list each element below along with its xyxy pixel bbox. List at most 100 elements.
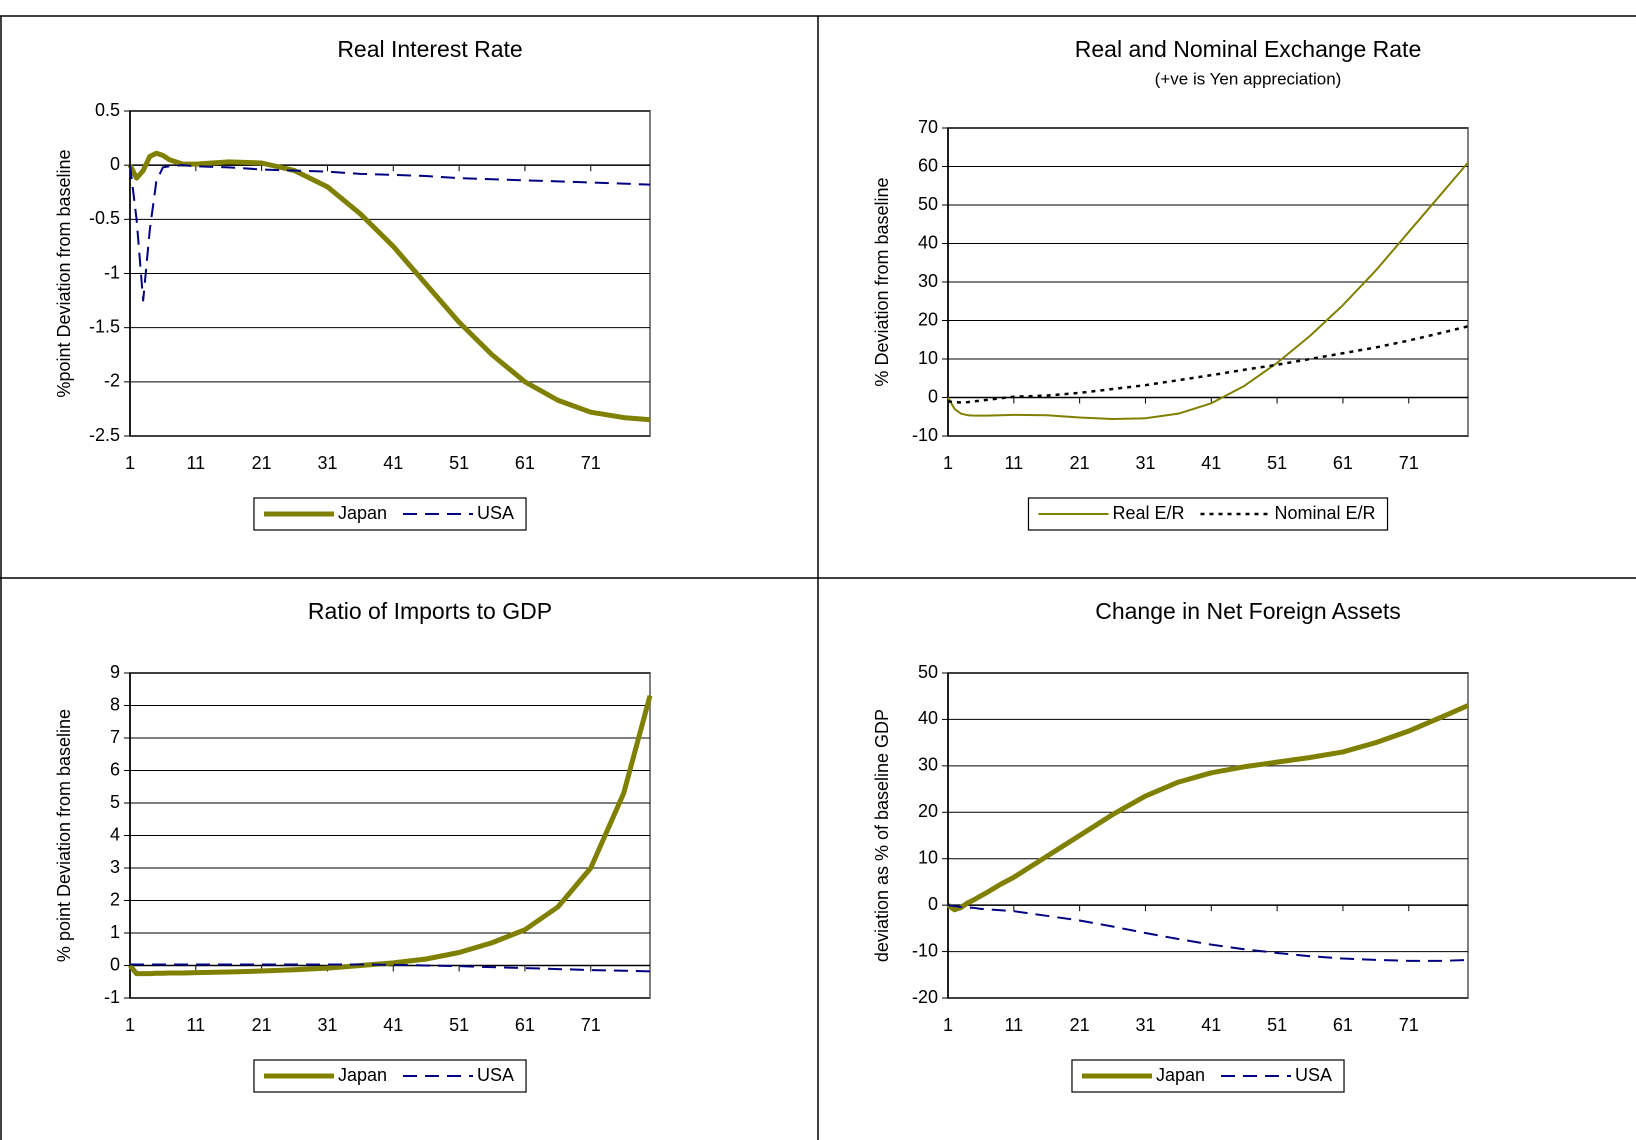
x-tick-label: 61 [1333,453,1353,473]
y-tick-label: 20 [918,309,938,329]
chart-title: Real Interest Rate [337,36,522,62]
y-tick-label: 0.5 [95,100,120,120]
y-tick-label: 5 [110,792,120,812]
y-axis-label: % point Deviation from baseline [54,709,74,962]
y-tick-label: 9 [110,662,120,682]
y-tick-label: -0.5 [89,208,120,228]
chart-title: Real and Nominal Exchange Rate [1075,36,1421,62]
y-tick-label: 40 [918,708,938,728]
y-tick-label: 30 [918,271,938,291]
x-tick-label: 21 [1070,453,1090,473]
legend: Japan USA [253,497,527,531]
y-tick-label: 70 [918,117,938,137]
x-tick-label: 51 [1267,1015,1287,1035]
legend-label: USA [1295,1065,1332,1085]
y-tick-label: 2 [110,889,120,909]
y-tick-label: -2.5 [89,425,120,445]
x-tick-label: 11 [186,1015,205,1035]
y-tick-label: 4 [110,824,120,844]
x-tick-label: 11 [1004,1015,1023,1035]
chart: Real Interest Rate-2.5-2-1.5-1-0.500.51 1… [54,36,651,531]
y-tick-label: 1 [110,922,120,942]
y-tick-label: -1 [104,987,120,1007]
y-tick-label: 0 [928,894,938,914]
series-line [947,325,1469,404]
y-axis-label: deviation as % of baseline GDP [872,709,892,962]
chart: Change in Net Foreign Assets -20 -10 0 10 20 3… [872,598,1470,1093]
x-tick-label: 61 [515,1015,535,1035]
chart-title: Change in Net Foreign Assets [1095,598,1401,624]
y-tick-label: 0 [110,154,120,174]
x-tick-label: 71 [581,453,601,473]
y-tick-label: 10 [918,847,938,867]
x-tick-label: 1 [125,453,135,473]
legend: Japan USA [253,1059,527,1093]
x-tick-label: 1 [943,453,953,473]
x-tick-label: 51 [449,453,469,473]
x-tick-label: 11 [186,453,205,473]
x-tick-label: 71 [1399,453,1419,473]
y-axis-label: %point Deviation from baseline [54,149,74,397]
y-tick-label: 60 [918,155,938,175]
x-tick-label: 41 [1201,453,1221,473]
x-tick-label: 41 [1201,1015,1221,1035]
series-line [130,963,651,973]
y-tick-label: 0 [110,954,120,974]
x-tick-label: 1 [125,1015,135,1035]
y-tick-label: -1.5 [89,316,120,336]
legend: Japan USA [1071,1059,1345,1093]
x-tick-label: 1 [943,1015,953,1035]
chart: Real and Nominal Exchange Rate (+ve is Ye… [872,36,1469,531]
legend: Real E/R Nominal E/R [1027,497,1389,531]
x-tick-label: 21 [252,453,272,473]
y-tick-label: 20 [918,801,938,821]
y-tick-label: 40 [918,232,938,252]
x-tick-label: 41 [383,1015,403,1035]
y-tick-label: 50 [918,662,938,682]
series-line [129,164,651,302]
y-tick-label: -20 [912,987,938,1007]
y-tick-label: -1 [104,262,120,282]
x-tick-label: 21 [1070,1015,1090,1035]
plot-area [947,672,1469,999]
panel-borders [0,15,1636,1140]
x-tick-label: 21 [252,1015,272,1035]
y-tick-label: 6 [110,759,120,779]
legend-label: Japan [338,503,387,523]
x-tick-label: 41 [383,453,403,473]
y-tick-label: 50 [918,194,938,214]
legend-label: Japan [1156,1065,1205,1085]
x-tick-label: 61 [515,453,535,473]
series-line [946,703,1470,913]
x-tick-label: 51 [449,1015,469,1035]
y-tick-label: 10 [918,348,938,368]
x-tick-label: 31 [1135,453,1155,473]
x-tick-label: 71 [1399,1015,1419,1035]
y-axis-label: % Deviation from baseline [872,177,892,386]
series-line [947,904,1469,962]
legend-label: USA [477,1065,514,1085]
x-tick-label: 31 [317,453,337,473]
x-tick-label: 61 [1333,1015,1353,1035]
y-tick-label: -2 [104,371,120,391]
y-tick-label: 0 [928,386,938,406]
y-tick-label: 7 [110,727,120,747]
y-tick-label: 3 [110,857,120,877]
x-tick-label: 51 [1267,453,1287,473]
y-tick-label: 30 [918,755,938,775]
chart-title: Ratio of Imports to GDP [308,598,552,624]
chart-subtitle: (+ve is Yen appreciation) [1155,69,1342,88]
series-line [128,695,653,977]
legend-label: Nominal E/R [1275,503,1376,523]
x-tick-label: 11 [1004,453,1023,473]
series-line [947,162,1469,421]
legend-label: USA [477,503,514,523]
y-tick-label: 8 [110,694,120,714]
y-tick-label: -10 [912,940,938,960]
x-tick-label: 31 [317,1015,337,1035]
x-tick-label: 71 [581,1015,601,1035]
y-tick-label: -10 [912,425,938,445]
x-tick-label: 31 [1135,1015,1155,1035]
